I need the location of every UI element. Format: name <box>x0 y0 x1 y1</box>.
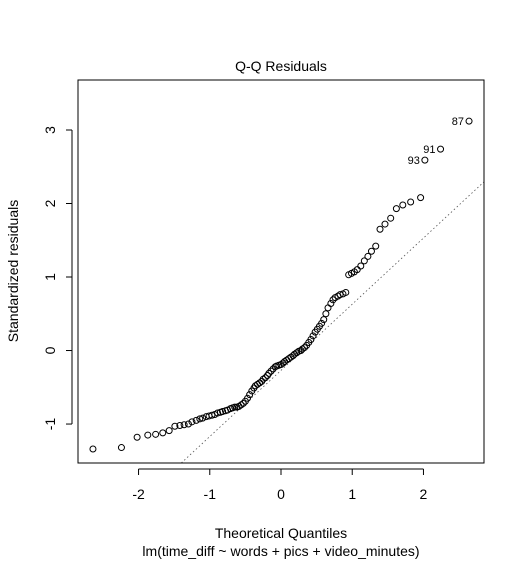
data-point <box>298 345 306 353</box>
reference-line <box>181 181 485 464</box>
data-point <box>307 335 315 343</box>
x-tick-label: -1 <box>204 486 217 502</box>
data-point <box>417 194 425 202</box>
data-point <box>381 220 389 228</box>
data-point <box>322 310 330 318</box>
data-point <box>376 225 384 233</box>
data-point <box>180 421 188 429</box>
data-point <box>372 242 380 250</box>
data-point <box>318 319 326 327</box>
data-point <box>367 247 375 255</box>
x-tick-label: 0 <box>277 486 285 502</box>
data-point <box>219 408 227 416</box>
data-point <box>342 288 350 296</box>
y-tick-label: 2 <box>42 199 58 207</box>
y-axis: -1 0 1 2 3 <box>42 126 73 431</box>
y-tick-label: -1 <box>42 418 58 431</box>
data-point <box>324 304 332 312</box>
y-axis-title: Standardized residuals <box>5 200 21 342</box>
data-point <box>256 379 264 387</box>
data-point <box>184 420 192 428</box>
x-axis: -2 -1 0 1 2 <box>132 468 428 502</box>
data-point <box>437 145 445 153</box>
reference-line-group <box>181 181 485 464</box>
x-tick-label: 1 <box>348 486 356 502</box>
data-points-group <box>89 117 473 453</box>
data-point <box>327 299 335 307</box>
y-tick-label: 1 <box>42 273 58 281</box>
data-point <box>237 401 245 409</box>
point-label: 93 <box>408 155 420 167</box>
data-point <box>329 296 337 304</box>
point-label: 91 <box>423 144 435 156</box>
data-point <box>421 156 429 164</box>
data-point <box>239 399 247 407</box>
data-point <box>320 316 328 324</box>
y-tick-label: 3 <box>42 126 58 134</box>
data-point <box>293 349 301 357</box>
data-point <box>465 117 473 125</box>
data-point <box>214 409 222 417</box>
data-point <box>192 416 200 424</box>
data-point <box>360 257 368 265</box>
x-tick-label: 2 <box>420 486 428 502</box>
data-point <box>196 415 204 423</box>
data-point <box>364 252 372 260</box>
data-point <box>353 266 361 274</box>
data-point <box>231 403 239 411</box>
data-point <box>407 198 415 206</box>
data-point <box>267 367 275 375</box>
data-point <box>165 427 173 435</box>
data-point <box>357 262 365 270</box>
data-point <box>176 422 184 430</box>
data-point <box>259 375 267 383</box>
data-point <box>399 201 407 209</box>
data-point <box>199 414 207 422</box>
data-point <box>244 394 252 402</box>
data-point <box>117 444 125 452</box>
data-point <box>387 214 395 222</box>
data-point <box>89 445 97 453</box>
data-point <box>392 205 400 213</box>
data-point <box>152 430 160 438</box>
chart-subtitle: lm(time_diff ~ words + pics + video_minu… <box>142 543 419 559</box>
data-point <box>261 374 269 382</box>
point-label: 87 <box>452 116 464 128</box>
data-point <box>188 418 196 426</box>
data-point <box>301 344 309 352</box>
y-tick-label: 0 <box>42 346 58 354</box>
data-point <box>309 332 317 340</box>
data-point <box>159 429 167 437</box>
chart-title: Q-Q Residuals <box>235 58 327 74</box>
plot-frame <box>77 79 485 464</box>
data-point <box>265 369 273 377</box>
x-tick-label: -2 <box>132 486 145 502</box>
data-point <box>133 433 141 441</box>
x-axis-title: Theoretical Quantiles <box>215 525 347 541</box>
data-point <box>246 391 254 399</box>
data-point <box>144 431 152 439</box>
data-point <box>171 422 179 430</box>
